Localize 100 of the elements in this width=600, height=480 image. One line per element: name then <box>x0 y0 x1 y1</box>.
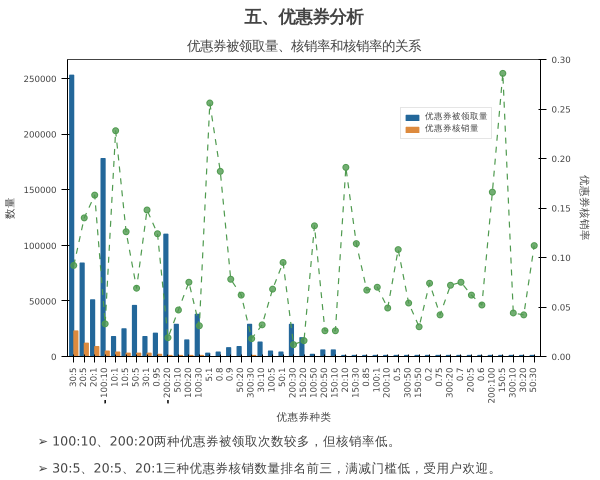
x-tick-label: 300:10 <box>508 367 518 398</box>
bar <box>84 342 89 356</box>
bar <box>126 352 131 356</box>
x-tick-label: 200:10 <box>382 367 393 398</box>
x-tick-label: 30:10 <box>257 367 268 392</box>
point <box>520 311 528 318</box>
point <box>510 309 517 316</box>
y-tick-label: 100000 <box>23 242 57 252</box>
y-tick-label: 0 <box>50 353 57 363</box>
x-tick-label: 10:1 <box>110 367 121 387</box>
point <box>144 206 151 214</box>
y-tick-label: 50000 <box>28 297 57 308</box>
x-tick-label: 30:5 <box>68 367 79 387</box>
x-tick-label: 150:20 <box>299 367 309 398</box>
bar <box>73 330 78 356</box>
point <box>269 286 276 293</box>
bar <box>110 336 116 356</box>
point <box>374 284 381 291</box>
point <box>321 327 328 334</box>
y-tick-label: 150000 <box>23 186 57 196</box>
y2-tick-label: 0.05 <box>552 304 571 314</box>
x-tick-label: 0.5 <box>393 367 404 382</box>
x-tick-label: 20:10 <box>340 367 351 392</box>
x-tick-label: 200:100 <box>487 367 498 404</box>
point <box>332 327 339 334</box>
x-tick-label: 300:20 <box>446 367 456 398</box>
x-tick-label: 0.95 <box>152 367 162 387</box>
bar <box>115 352 120 356</box>
bar <box>132 304 138 356</box>
point <box>426 280 434 287</box>
bar <box>320 349 326 356</box>
x-tick-label: 150:50 <box>414 367 424 398</box>
x-tick-label: 300:30 <box>246 367 257 398</box>
point <box>457 278 464 286</box>
point <box>352 240 360 248</box>
y2-tick-label: 0.25 <box>552 106 571 116</box>
x-tick-label: 150:30 <box>351 367 362 398</box>
x-tick-label: 200:20 <box>162 367 173 398</box>
x-tick-label: 10:5 <box>121 367 132 387</box>
x-tick-label: 50:1 <box>278 367 288 387</box>
x-tick-label: 100:30 <box>194 367 204 398</box>
point <box>280 258 287 266</box>
x-tick-label: 50:10 <box>173 367 184 392</box>
point <box>416 323 423 330</box>
bar <box>94 346 100 356</box>
legend-label: 优惠券被领取量 <box>425 111 488 123</box>
point <box>300 337 308 344</box>
bar <box>236 346 242 356</box>
y-tick-label: 250000 <box>23 74 57 85</box>
x-tick-label: 30:20 <box>518 367 529 392</box>
bar <box>69 74 74 356</box>
x-tick-label: 0.7 <box>456 367 466 382</box>
y2-tick-label: 0.10 <box>552 254 571 264</box>
x-tick-label: 50:5 <box>132 367 142 387</box>
point <box>363 286 370 294</box>
point <box>342 164 350 171</box>
point <box>488 188 496 196</box>
bar <box>136 352 142 356</box>
bar <box>80 262 85 356</box>
x-tick-label: 300:50 <box>404 367 414 398</box>
y-tick-label: 200000 <box>23 130 57 141</box>
bar <box>174 324 179 356</box>
y2-tick-label: 0.20 <box>552 155 571 165</box>
point <box>164 334 172 342</box>
point <box>91 192 98 199</box>
x-tick-label: 0.6 <box>476 367 487 382</box>
point <box>290 341 298 348</box>
chart-subtitle: 优惠券被领取量、核销率和核销率的关系 <box>187 38 421 54</box>
x-tick-label: 200:5 <box>466 367 476 392</box>
x-tick-label: 150:5 <box>498 367 508 392</box>
point <box>238 292 245 299</box>
x-tick-label: 50:30 <box>529 367 540 392</box>
text: ➢ 100:10、200:20两种优惠券被领取次数较多，但核销率低。 <box>38 434 402 448</box>
y2-axis-title: 优惠券核销率 <box>578 175 591 241</box>
x-tick-label: 100:20 <box>184 367 194 398</box>
bar <box>152 332 158 356</box>
y-axis-title: 数量 <box>3 197 16 219</box>
point <box>248 335 256 342</box>
point <box>122 228 130 236</box>
x-tick-label: 100:1 <box>372 367 382 392</box>
point <box>185 278 192 286</box>
point <box>80 214 88 222</box>
point <box>258 321 266 328</box>
bar <box>104 350 110 356</box>
bar <box>121 328 127 356</box>
point <box>196 322 203 330</box>
bar <box>184 339 190 356</box>
x-tick-label: 20:1 <box>90 367 100 387</box>
point <box>102 320 109 328</box>
x-axis-title: 优惠券种类 <box>276 410 332 424</box>
y2-tick-label: 0.30 <box>552 56 571 66</box>
y2-tick-label: 0.00 <box>552 353 571 363</box>
point <box>133 284 140 292</box>
text: ➢ 30:5、20:5、20:1三种优惠券核销数量排名前三，满减门槛低，受用户欢迎。 <box>38 460 502 476</box>
bar <box>226 347 232 356</box>
bar <box>216 352 221 356</box>
point <box>447 282 454 289</box>
point <box>405 300 412 307</box>
x-tick-label: 0.75 <box>435 367 446 387</box>
bar <box>90 299 96 356</box>
